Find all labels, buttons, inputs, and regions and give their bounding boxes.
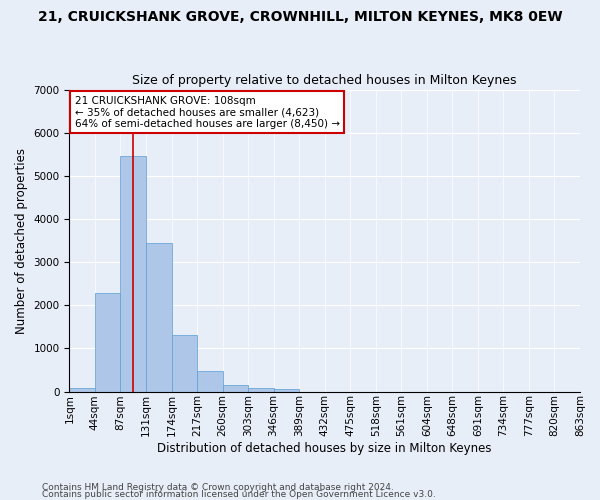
Bar	[248, 388, 274, 392]
Bar	[95, 293, 121, 392]
Text: Contains public sector information licensed under the Open Government Licence v3: Contains public sector information licen…	[42, 490, 436, 499]
Bar	[223, 385, 248, 392]
Bar	[274, 389, 299, 392]
Bar	[172, 334, 197, 392]
Bar	[197, 372, 223, 392]
Title: Size of property relative to detached houses in Milton Keynes: Size of property relative to detached ho…	[133, 74, 517, 87]
Text: Contains HM Land Registry data © Crown copyright and database right 2024.: Contains HM Land Registry data © Crown c…	[42, 484, 394, 492]
Y-axis label: Number of detached properties: Number of detached properties	[15, 148, 28, 334]
X-axis label: Distribution of detached houses by size in Milton Keynes: Distribution of detached houses by size …	[157, 442, 492, 455]
Bar	[146, 242, 172, 392]
Bar	[70, 388, 95, 392]
Text: 21, CRUICKSHANK GROVE, CROWNHILL, MILTON KEYNES, MK8 0EW: 21, CRUICKSHANK GROVE, CROWNHILL, MILTON…	[38, 10, 562, 24]
Bar	[121, 156, 146, 392]
Text: 21 CRUICKSHANK GROVE: 108sqm
← 35% of detached houses are smaller (4,623)
64% of: 21 CRUICKSHANK GROVE: 108sqm ← 35% of de…	[74, 96, 340, 129]
